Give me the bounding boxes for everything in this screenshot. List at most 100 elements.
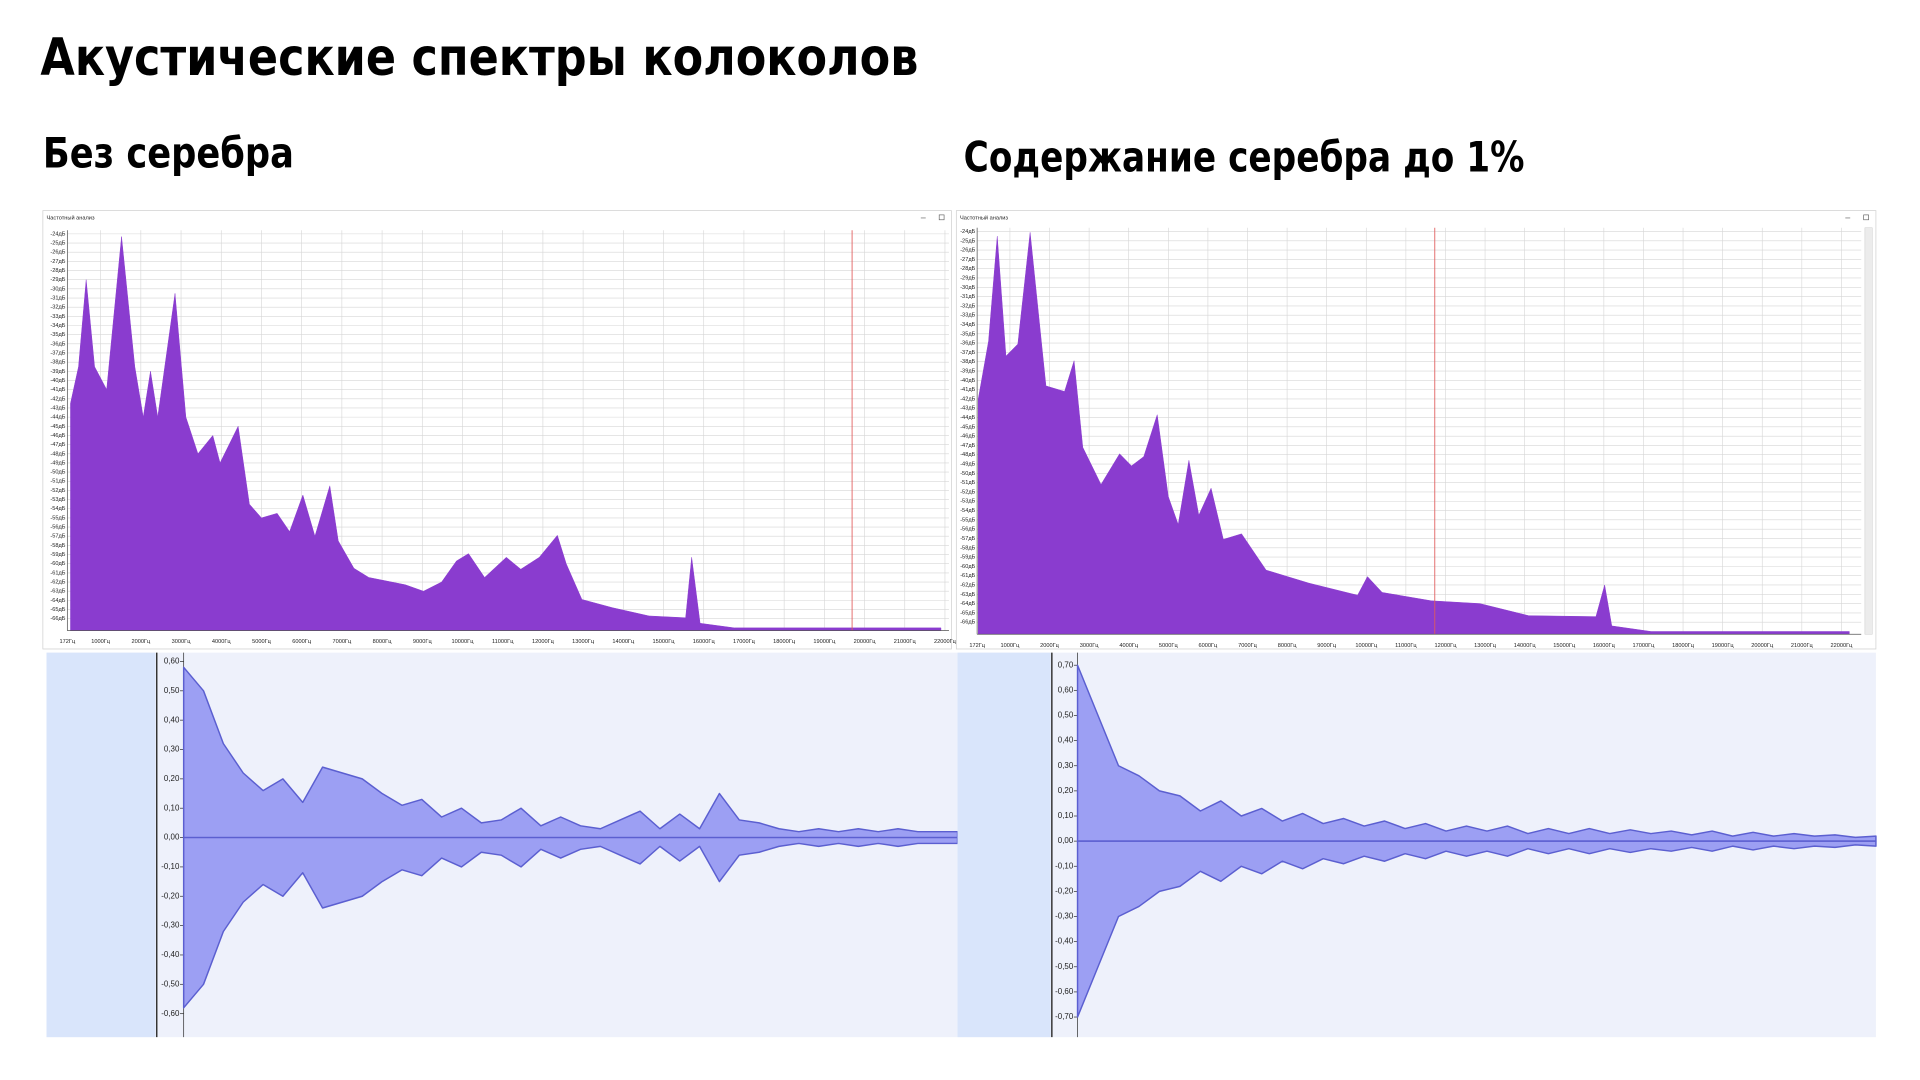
y-tick-label: -48дБ [50, 451, 65, 457]
x-tick-label: 22000Гц [1830, 643, 1853, 649]
y-tick-label: 0,60 [1058, 685, 1074, 694]
y-tick-label: -42дБ [960, 396, 975, 402]
y-tick-label: 0,50 [1058, 711, 1074, 720]
y-tick-label: -59дБ [50, 552, 65, 558]
scrollbar [1864, 227, 1873, 635]
y-tick-label: -0,20 [161, 891, 180, 900]
x-tick-label: 19000Гц [1712, 643, 1735, 649]
y-tick-label: -31дБ [960, 294, 975, 300]
y-tick-label: -62дБ [50, 580, 65, 586]
y-tick-label: -35дБ [50, 332, 65, 338]
panel-title: Без серебра [43, 129, 294, 178]
y-tick-label: -55дБ [960, 517, 975, 523]
waveform-upper [182, 666, 959, 839]
y-tick-label: 0,20 [164, 774, 180, 783]
y-tick-label: 0,40 [164, 715, 180, 724]
y-tick-label: -27дБ [50, 259, 65, 265]
y-tick-label: -32дБ [960, 303, 975, 309]
y-tick-label: -58дБ [50, 543, 65, 549]
y-tick-label: -41дБ [960, 387, 975, 393]
x-tick-label: 172Гц [60, 639, 76, 645]
x-tick-label: 6000Гц [1199, 643, 1219, 649]
x-tick-label: 16000Гц [1593, 643, 1616, 649]
y-tick-label: -44дБ [50, 415, 65, 421]
y-tick-label: -66дБ [50, 616, 65, 622]
y-tick-label: -46дБ [960, 434, 975, 440]
y-tick-label: -35дБ [960, 331, 975, 337]
y-tick-label: -37дБ [50, 350, 65, 356]
y-tick-label: -39дБ [50, 369, 65, 375]
x-tick-label: 14000Гц [1514, 643, 1537, 649]
y-tick-label: -57дБ [50, 534, 65, 540]
x-tick-label: 10000Гц [1355, 643, 1378, 649]
x-tick-label: 1000Гц [91, 639, 111, 645]
y-tick-label: 0,00 [1058, 836, 1074, 845]
y-tick-label: -27дБ [960, 257, 975, 263]
x-tick-label: 19000Гц [813, 639, 836, 645]
y-tick-label: -34дБ [50, 323, 65, 329]
y-tick-label: -0,60 [1055, 987, 1074, 996]
y-tick-label: -66дБ [960, 620, 975, 626]
x-tick-label: 15000Гц [1553, 643, 1576, 649]
y-tick-label: -54дБ [960, 508, 975, 514]
y-tick-label: 0,20 [1058, 786, 1074, 795]
track-header [46, 652, 156, 1038]
y-tick-label: -64дБ [960, 601, 975, 607]
y-tick-label: -0,50 [1055, 962, 1074, 971]
y-tick-label: -50дБ [960, 471, 975, 477]
window-title: Частотный анализ [960, 214, 1008, 221]
y-tick-label: -33дБ [960, 313, 975, 319]
track-header [957, 652, 1051, 1038]
x-tick-label: 22000Гц [934, 639, 957, 645]
y-tick-label: 0,60 [164, 657, 180, 666]
y-tick-label: -65дБ [960, 610, 975, 616]
x-tick-label: 172Гц [969, 643, 985, 649]
y-tick-label: -44дБ [960, 415, 975, 421]
y-tick-label: -53дБ [50, 497, 65, 503]
y-tick-label: -36дБ [50, 341, 65, 347]
y-tick-label: 0,40 [1058, 736, 1074, 745]
y-tick-label: -49дБ [50, 460, 65, 466]
x-tick-label: 21000Гц [1791, 643, 1814, 649]
y-tick-label: -28дБ [50, 268, 65, 274]
x-tick-label: 15000Гц [653, 639, 676, 645]
y-tick-label: -0,40 [161, 950, 180, 959]
y-tick-label: -46дБ [50, 433, 65, 439]
y-tick-label: -61дБ [50, 570, 65, 576]
x-tick-label: 9000Гц [1317, 643, 1337, 649]
y-tick-label: -34дБ [960, 322, 975, 328]
y-tick-label: -60дБ [960, 564, 975, 570]
y-tick-label: -43дБ [50, 405, 65, 411]
y-tick-label: -36дБ [960, 341, 975, 347]
x-tick-label: 21000Гц [894, 639, 917, 645]
y-tick-label: -64дБ [50, 598, 65, 604]
y-tick-label: 0,00 [164, 833, 180, 842]
waveform-upper [1076, 664, 1877, 842]
y-tick-label: -29дБ [960, 275, 975, 281]
y-tick-label: -40дБ [50, 378, 65, 384]
y-tick-label: 0,30 [164, 745, 180, 754]
y-tick-label: -40дБ [960, 378, 975, 384]
waveform-lower [1076, 840, 1877, 1018]
window-button [1863, 214, 1869, 221]
y-tick-label: -37дБ [960, 350, 975, 356]
y-tick-label: -25дБ [50, 241, 65, 247]
y-tick-label: -52дБ [960, 489, 975, 495]
y-tick-label: -33дБ [50, 314, 65, 320]
y-tick-label: -0,70 [1055, 1012, 1074, 1021]
y-tick-label: -30дБ [50, 286, 65, 292]
window-button [938, 214, 945, 221]
y-tick-label: -31дБ [50, 295, 65, 301]
y-tick-label: -55дБ [50, 515, 65, 521]
y-tick-label: -29дБ [50, 277, 65, 283]
y-tick-label: -54дБ [50, 506, 65, 512]
x-tick-label: 3000Гц [172, 639, 192, 645]
y-tick-label: -63дБ [50, 589, 65, 595]
y-tick-label: -62дБ [960, 582, 975, 588]
y-tick-label: -32дБ [50, 305, 65, 311]
x-tick-label: 2000Гц [1040, 643, 1060, 649]
y-tick-label: -47дБ [50, 442, 65, 448]
x-tick-label: 18000Гц [773, 639, 796, 645]
x-tick-label: 10000Гц [452, 639, 475, 645]
y-tick-label: -59дБ [960, 555, 975, 561]
